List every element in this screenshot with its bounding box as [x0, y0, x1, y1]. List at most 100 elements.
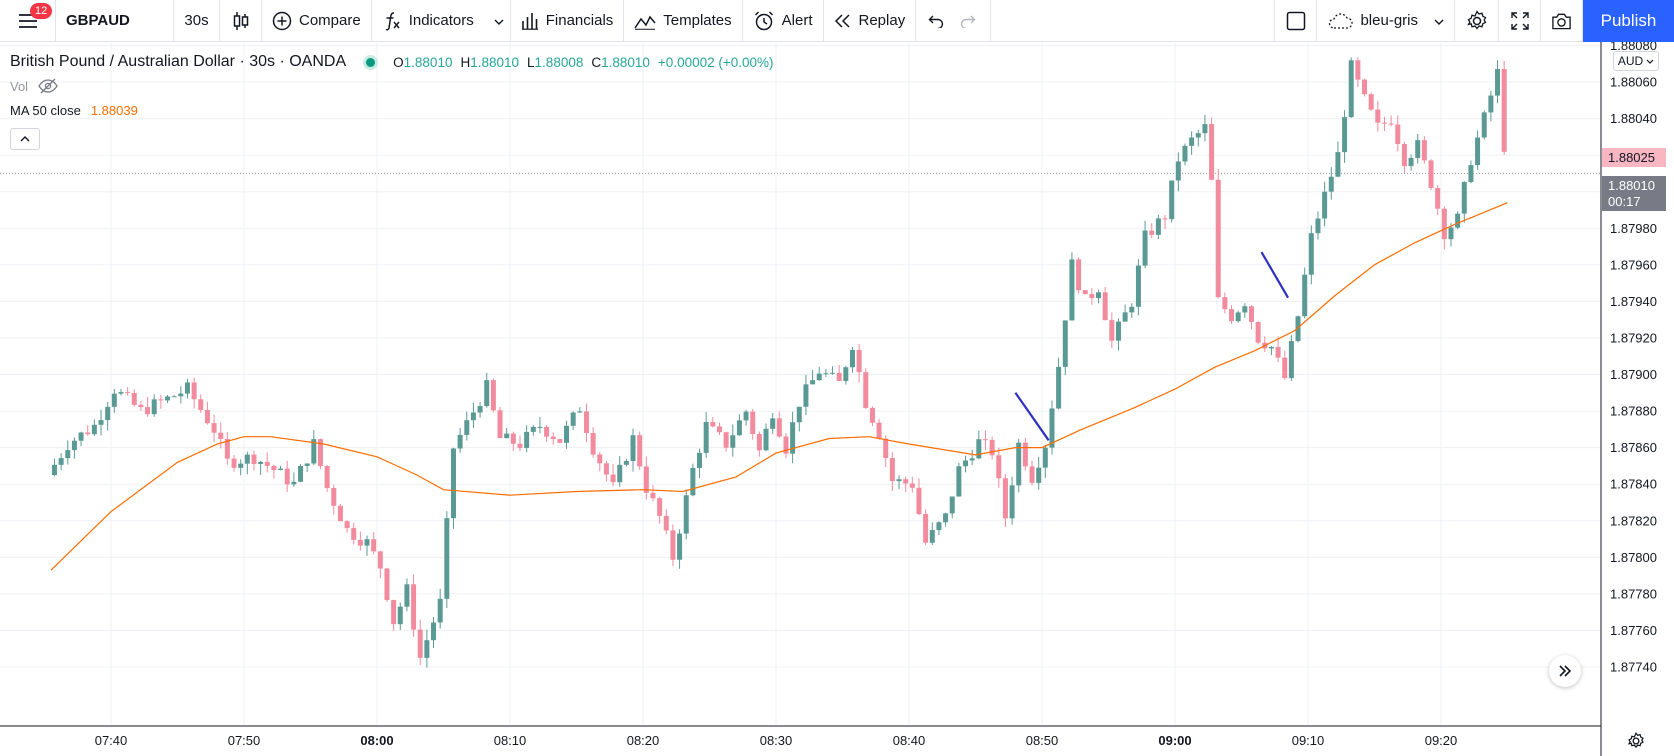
- candle-body: [1501, 69, 1507, 152]
- candle-body: [204, 409, 210, 424]
- settings-button[interactable]: [1455, 0, 1499, 42]
- candle-body: [1149, 230, 1155, 235]
- volume-legend-row[interactable]: Vol: [10, 74, 774, 98]
- candle-body: [1202, 124, 1208, 134]
- time-axis[interactable]: 07:40 07:50 08:00 08:10 08:20 08:30 08:40 08:50…: [95, 733, 1458, 748]
- alert-button[interactable]: Alert: [743, 0, 824, 42]
- candle-body: [1215, 179, 1221, 298]
- candle-body: [510, 433, 516, 444]
- snapshot-button[interactable]: [1541, 0, 1583, 42]
- candle-body: [384, 568, 390, 600]
- candle-body: [184, 382, 190, 394]
- notification-badge: 12: [30, 2, 53, 19]
- candle-body: [470, 412, 476, 421]
- candle-body: [311, 439, 317, 464]
- candle-body: [1415, 140, 1421, 158]
- candle-body: [590, 432, 596, 455]
- volume-label: Vol: [10, 78, 29, 94]
- candle-body: [178, 393, 184, 397]
- last-price-tag: 1.88010 00:17: [1602, 176, 1666, 211]
- ma-legend-row[interactable]: MA 50 close 1.88039: [10, 98, 774, 122]
- candle-body: [65, 450, 71, 459]
- candle-body: [923, 514, 929, 543]
- candle-body: [803, 384, 809, 407]
- candle-body: [125, 392, 131, 394]
- candle-body: [211, 423, 217, 433]
- candle-body: [1069, 259, 1075, 321]
- candle-body: [437, 598, 443, 623]
- currency-select[interactable]: AUD: [1613, 51, 1659, 71]
- templates-button[interactable]: Templates: [624, 0, 743, 42]
- function-icon: [385, 11, 400, 31]
- layout-select-button[interactable]: [1275, 0, 1318, 42]
- candle-body: [291, 481, 297, 485]
- candle-body: [1282, 357, 1288, 379]
- chart-type-button[interactable]: [220, 0, 262, 42]
- chart-settings-button[interactable]: [1625, 730, 1647, 752]
- candle-body: [1229, 309, 1235, 322]
- candle-body: [58, 458, 64, 465]
- symbol-search-button[interactable]: GBPAUD: [56, 0, 174, 42]
- scroll-to-realtime-button[interactable]: [1549, 655, 1581, 687]
- time-tick-label: 07:40: [95, 733, 128, 748]
- undo-button[interactable]: [916, 0, 952, 42]
- candle-body: [417, 629, 423, 658]
- candle-body: [796, 406, 802, 423]
- candle-body: [889, 458, 895, 482]
- candle-body: [337, 505, 343, 522]
- candle-body: [756, 433, 762, 451]
- replay-button[interactable]: Replay: [824, 0, 917, 42]
- main-menu-button[interactable]: 12: [0, 0, 56, 42]
- price-tick-label: 1.87900: [1610, 367, 1657, 382]
- price-tick-label: 1.87840: [1610, 477, 1657, 492]
- candle-body: [171, 396, 177, 398]
- candle-body: [1242, 306, 1248, 313]
- market-status-icon[interactable]: [366, 57, 376, 67]
- candle-body: [703, 421, 709, 453]
- price-tick-label: 1.87980: [1610, 221, 1657, 236]
- candle-body: [723, 432, 729, 448]
- candle-body: [218, 432, 224, 439]
- ma-50-line: [50, 202, 1508, 571]
- series-legend-row[interactable]: British Pound / Australian Dollar · 30s …: [10, 50, 774, 74]
- candle-body: [331, 488, 337, 506]
- candle-body: [1275, 346, 1281, 358]
- candle-body: [617, 464, 623, 483]
- candle-body: [557, 439, 563, 443]
- chart-legend: British Pound / Australian Dollar · 30s …: [10, 50, 774, 150]
- layout-name-button[interactable]: bleu-gris: [1317, 0, 1455, 42]
- indicators-button[interactable]: Indicators: [372, 0, 511, 42]
- candle-body: [138, 404, 144, 408]
- candle-body: [1115, 321, 1121, 341]
- candle-body: [258, 461, 264, 464]
- collapse-legend-button[interactable]: [10, 128, 40, 150]
- candle-body: [304, 463, 310, 466]
- financials-label: Financials: [545, 12, 614, 29]
- compare-button[interactable]: Compare: [262, 0, 372, 42]
- price-tick-label: 1.87960: [1610, 257, 1657, 272]
- redo-icon: [961, 15, 976, 28]
- candle-body: [743, 411, 749, 421]
- trendline[interactable]: [1260, 251, 1290, 299]
- trendline[interactable]: [1014, 392, 1050, 441]
- publish-button[interactable]: Publish: [1583, 0, 1674, 42]
- trendline-drawings[interactable]: [1014, 251, 1290, 441]
- fullscreen-button[interactable]: [1499, 0, 1541, 42]
- plus-circle-icon: [272, 11, 292, 30]
- time-tick-label: 08:10: [494, 733, 527, 748]
- financials-button[interactable]: Financials: [511, 0, 625, 42]
- interval-button[interactable]: 30s: [174, 0, 220, 42]
- price-axis[interactable]: 1.880801.880601.880401.880201.880001.879…: [1610, 38, 1657, 675]
- eye-hidden-icon[interactable]: [38, 78, 58, 94]
- time-tick-label: 08:00: [360, 733, 393, 748]
- candle-body: [1036, 467, 1042, 483]
- candle-body: [836, 372, 842, 381]
- candle-body: [118, 392, 124, 394]
- candle-body: [697, 452, 703, 468]
- candle-body: [823, 373, 829, 375]
- time-tick-label: 09:00: [1158, 733, 1191, 748]
- series-title: British Pound / Australian Dollar · 30s …: [10, 53, 347, 70]
- last-price-value: 1.88010: [1608, 178, 1655, 193]
- redo-button[interactable]: [952, 0, 992, 42]
